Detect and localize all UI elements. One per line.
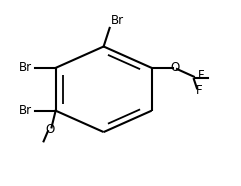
Text: F: F: [197, 69, 204, 82]
Text: O: O: [45, 123, 54, 136]
Text: Br: Br: [111, 14, 124, 27]
Text: F: F: [196, 84, 203, 97]
Text: O: O: [170, 61, 179, 74]
Text: Br: Br: [18, 61, 32, 74]
Text: Br: Br: [18, 104, 32, 117]
